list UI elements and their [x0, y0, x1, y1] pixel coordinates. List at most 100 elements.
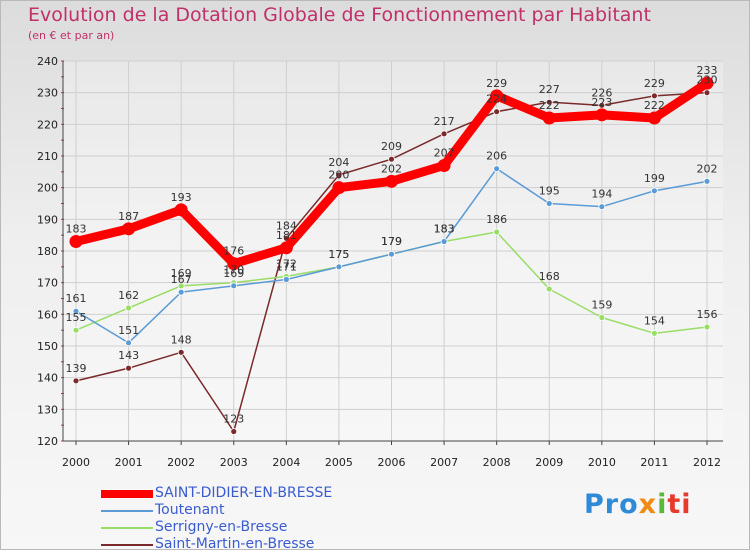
legend-swatch: [101, 526, 153, 529]
data-label: 202: [381, 162, 402, 175]
series-layer: [69, 76, 714, 435]
data-point: [385, 174, 398, 188]
data-point: [542, 111, 556, 125]
data-point: [598, 314, 606, 321]
y-tick-label: 240: [37, 55, 58, 68]
data-label: 224: [486, 93, 507, 106]
data-label: 202: [697, 162, 718, 175]
data-point: [651, 329, 658, 337]
y-tick-label: 170: [37, 277, 58, 290]
data-label: 186: [486, 213, 507, 226]
data-label: 176: [223, 245, 244, 258]
x-tick-label: 2009: [535, 456, 563, 469]
data-point: [595, 108, 609, 122]
data-point: [703, 323, 711, 331]
x-tick-label: 2004: [272, 456, 300, 469]
data-point: [177, 348, 185, 356]
data-point: [230, 282, 238, 290]
x-tick-label: 2006: [378, 456, 406, 469]
data-label: 143: [118, 349, 139, 362]
data-label: 195: [539, 185, 560, 198]
data-label: 184: [276, 219, 297, 232]
data-point: [493, 108, 501, 116]
data-point: [335, 171, 343, 179]
data-label: 200: [328, 169, 349, 182]
data-label: 181: [276, 229, 297, 242]
data-label: 194: [591, 188, 612, 201]
y-tick-label: 160: [37, 308, 58, 321]
chart-subtitle: (en € et par an): [28, 29, 115, 42]
data-label: 171: [276, 261, 297, 274]
data-point: [493, 228, 501, 236]
data-point: [72, 307, 80, 315]
data-point: [230, 428, 238, 435]
data-label: 233: [697, 64, 718, 77]
y-tick-label: 180: [37, 245, 58, 258]
data-point: [493, 165, 501, 173]
y-tick-label: 150: [37, 340, 58, 353]
data-point: [174, 203, 188, 217]
data-label: 187: [118, 210, 139, 223]
data-label: 183: [66, 223, 87, 236]
data-label: 162: [118, 289, 139, 302]
data-point: [69, 235, 83, 248]
data-label: 179: [381, 235, 402, 248]
y-tick-label: 200: [37, 182, 58, 195]
data-point: [177, 288, 185, 296]
data-label: 227: [539, 83, 560, 96]
data-point: [72, 377, 80, 385]
y-tick-label: 190: [37, 213, 58, 226]
x-tick-label: 2010: [588, 456, 616, 469]
data-label: 154: [644, 314, 665, 327]
axes: 120 130 140 150 160 170 180 190 200 210 220 230 240 2…: [37, 55, 723, 469]
data-point: [440, 130, 448, 138]
x-tick-label: 2007: [430, 456, 458, 469]
data-label: 168: [539, 270, 560, 283]
data-label: 161: [66, 292, 87, 305]
x-tick-label: 2008: [483, 456, 511, 469]
x-tick-label: 2011: [640, 456, 668, 469]
data-labels: 183 187 193 176 181 200 202 207 229 222 223 222 233 1…: [66, 64, 718, 425]
chart-title: Evolution de la Dotation Globale de Fonc…: [28, 4, 651, 26]
data-label: 226: [591, 86, 612, 99]
data-point: [545, 98, 553, 106]
data-label: 207: [434, 147, 455, 160]
data-point: [227, 257, 241, 271]
data-label: 193: [171, 191, 192, 204]
legend-label: Serrigny-en-Bresse: [155, 519, 288, 535]
data-point: [437, 159, 451, 172]
data-point: [545, 200, 553, 207]
data-point: [332, 181, 346, 195]
data-label: 230: [697, 74, 718, 87]
data-point: [279, 241, 293, 255]
data-point: [647, 111, 661, 125]
x-tick-label: 2002: [167, 456, 195, 469]
legend-swatch: [101, 489, 153, 498]
x-tick-label: 2000: [62, 456, 90, 469]
data-point: [598, 203, 606, 211]
y-tick-label: 230: [37, 87, 58, 100]
data-label: 222: [539, 99, 560, 112]
legend-label: Toutenant: [155, 502, 225, 518]
data-point: [72, 326, 80, 334]
data-label: 169: [223, 267, 244, 280]
data-point: [282, 276, 290, 283]
data-label: 179: [381, 235, 402, 248]
y-tick-label: 130: [37, 403, 58, 416]
data-label: 169: [171, 267, 192, 280]
y-tick-label: 210: [37, 150, 58, 163]
data-label: 229: [644, 77, 665, 90]
x-tick-label: 2001: [115, 456, 143, 469]
data-label: 199: [644, 172, 665, 185]
data-label: 217: [434, 115, 455, 128]
grid: [63, 60, 723, 442]
proxiti-logo: Proxiti: [584, 489, 692, 520]
data-label: 170: [223, 264, 244, 277]
data-point: [703, 89, 711, 97]
data-label: 223: [591, 96, 612, 109]
legend-swatch: [101, 543, 153, 546]
data-label: 123: [223, 413, 244, 426]
x-tick-label: 2003: [220, 456, 248, 469]
data-label: 175: [328, 248, 349, 261]
data-point: [388, 250, 395, 258]
